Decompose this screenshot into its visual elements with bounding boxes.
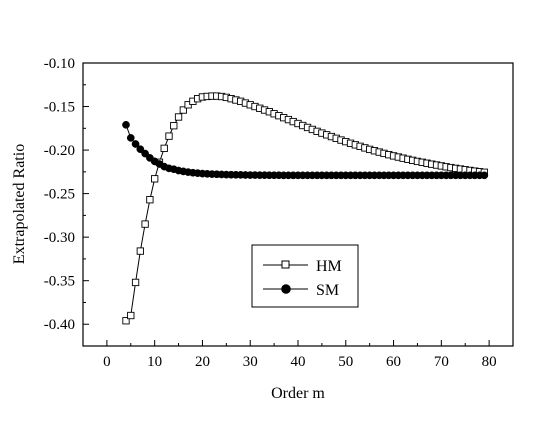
x-tick-label: 30 xyxy=(243,354,258,370)
x-tick-label: 40 xyxy=(291,354,306,370)
x-axis-title: Order m xyxy=(271,385,325,402)
series-layer xyxy=(122,92,489,325)
data-point-hm xyxy=(165,132,173,140)
data-point-hm xyxy=(160,144,168,152)
data-point-hm xyxy=(146,196,154,204)
legend-sm-marker xyxy=(281,284,291,294)
data-point-sm xyxy=(131,140,140,148)
data-point-hm xyxy=(136,247,144,255)
x-tick-label: 70 xyxy=(434,354,449,370)
x-tick-label: 20 xyxy=(195,354,210,370)
legend-box xyxy=(251,244,359,308)
data-point-hm xyxy=(174,113,183,121)
legend-sm-label: SM xyxy=(316,282,339,299)
x-tick-label: 60 xyxy=(386,354,401,370)
y-tick-label: -0.15 xyxy=(44,100,75,116)
y-tick-label: -0.25 xyxy=(44,187,75,203)
data-point-sm xyxy=(126,134,135,142)
y-tick-label: -0.40 xyxy=(44,317,75,333)
data-point-hm xyxy=(170,122,178,130)
y-tick-label: -0.20 xyxy=(44,143,75,159)
data-point-sm xyxy=(141,149,149,158)
data-point-hm xyxy=(141,220,149,228)
data-point-sm xyxy=(122,120,130,129)
y-axis: -0.10 -0.15 -0.20 -0.25 -0.30 -0.35 -0.40 xyxy=(44,56,89,347)
x-tick-label: 10 xyxy=(147,354,162,370)
legend: HM SM xyxy=(251,244,359,308)
data-point-hm xyxy=(122,317,130,325)
y-tick-label: -0.10 xyxy=(44,56,75,72)
x-axis: 0 10 20 30 40 50 60 70 80 xyxy=(82,340,514,370)
data-point-sm xyxy=(136,145,145,154)
y-tick-label: -0.30 xyxy=(44,230,75,246)
data-point-sm xyxy=(480,171,489,180)
data-point-hm xyxy=(151,175,159,183)
y-axis-title: Extrapolated Ratio xyxy=(11,144,28,264)
legend-hm-marker xyxy=(281,260,290,269)
x-tick-label: 0 xyxy=(103,354,111,370)
data-point-hm xyxy=(127,311,135,320)
y-tick-label: -0.35 xyxy=(44,274,75,290)
legend-hm-label: HM xyxy=(316,258,342,275)
x-tick-label: 50 xyxy=(338,354,353,370)
x-tick-label: 80 xyxy=(482,354,497,370)
data-point-hm xyxy=(131,278,140,287)
data-point-hm xyxy=(179,106,187,114)
